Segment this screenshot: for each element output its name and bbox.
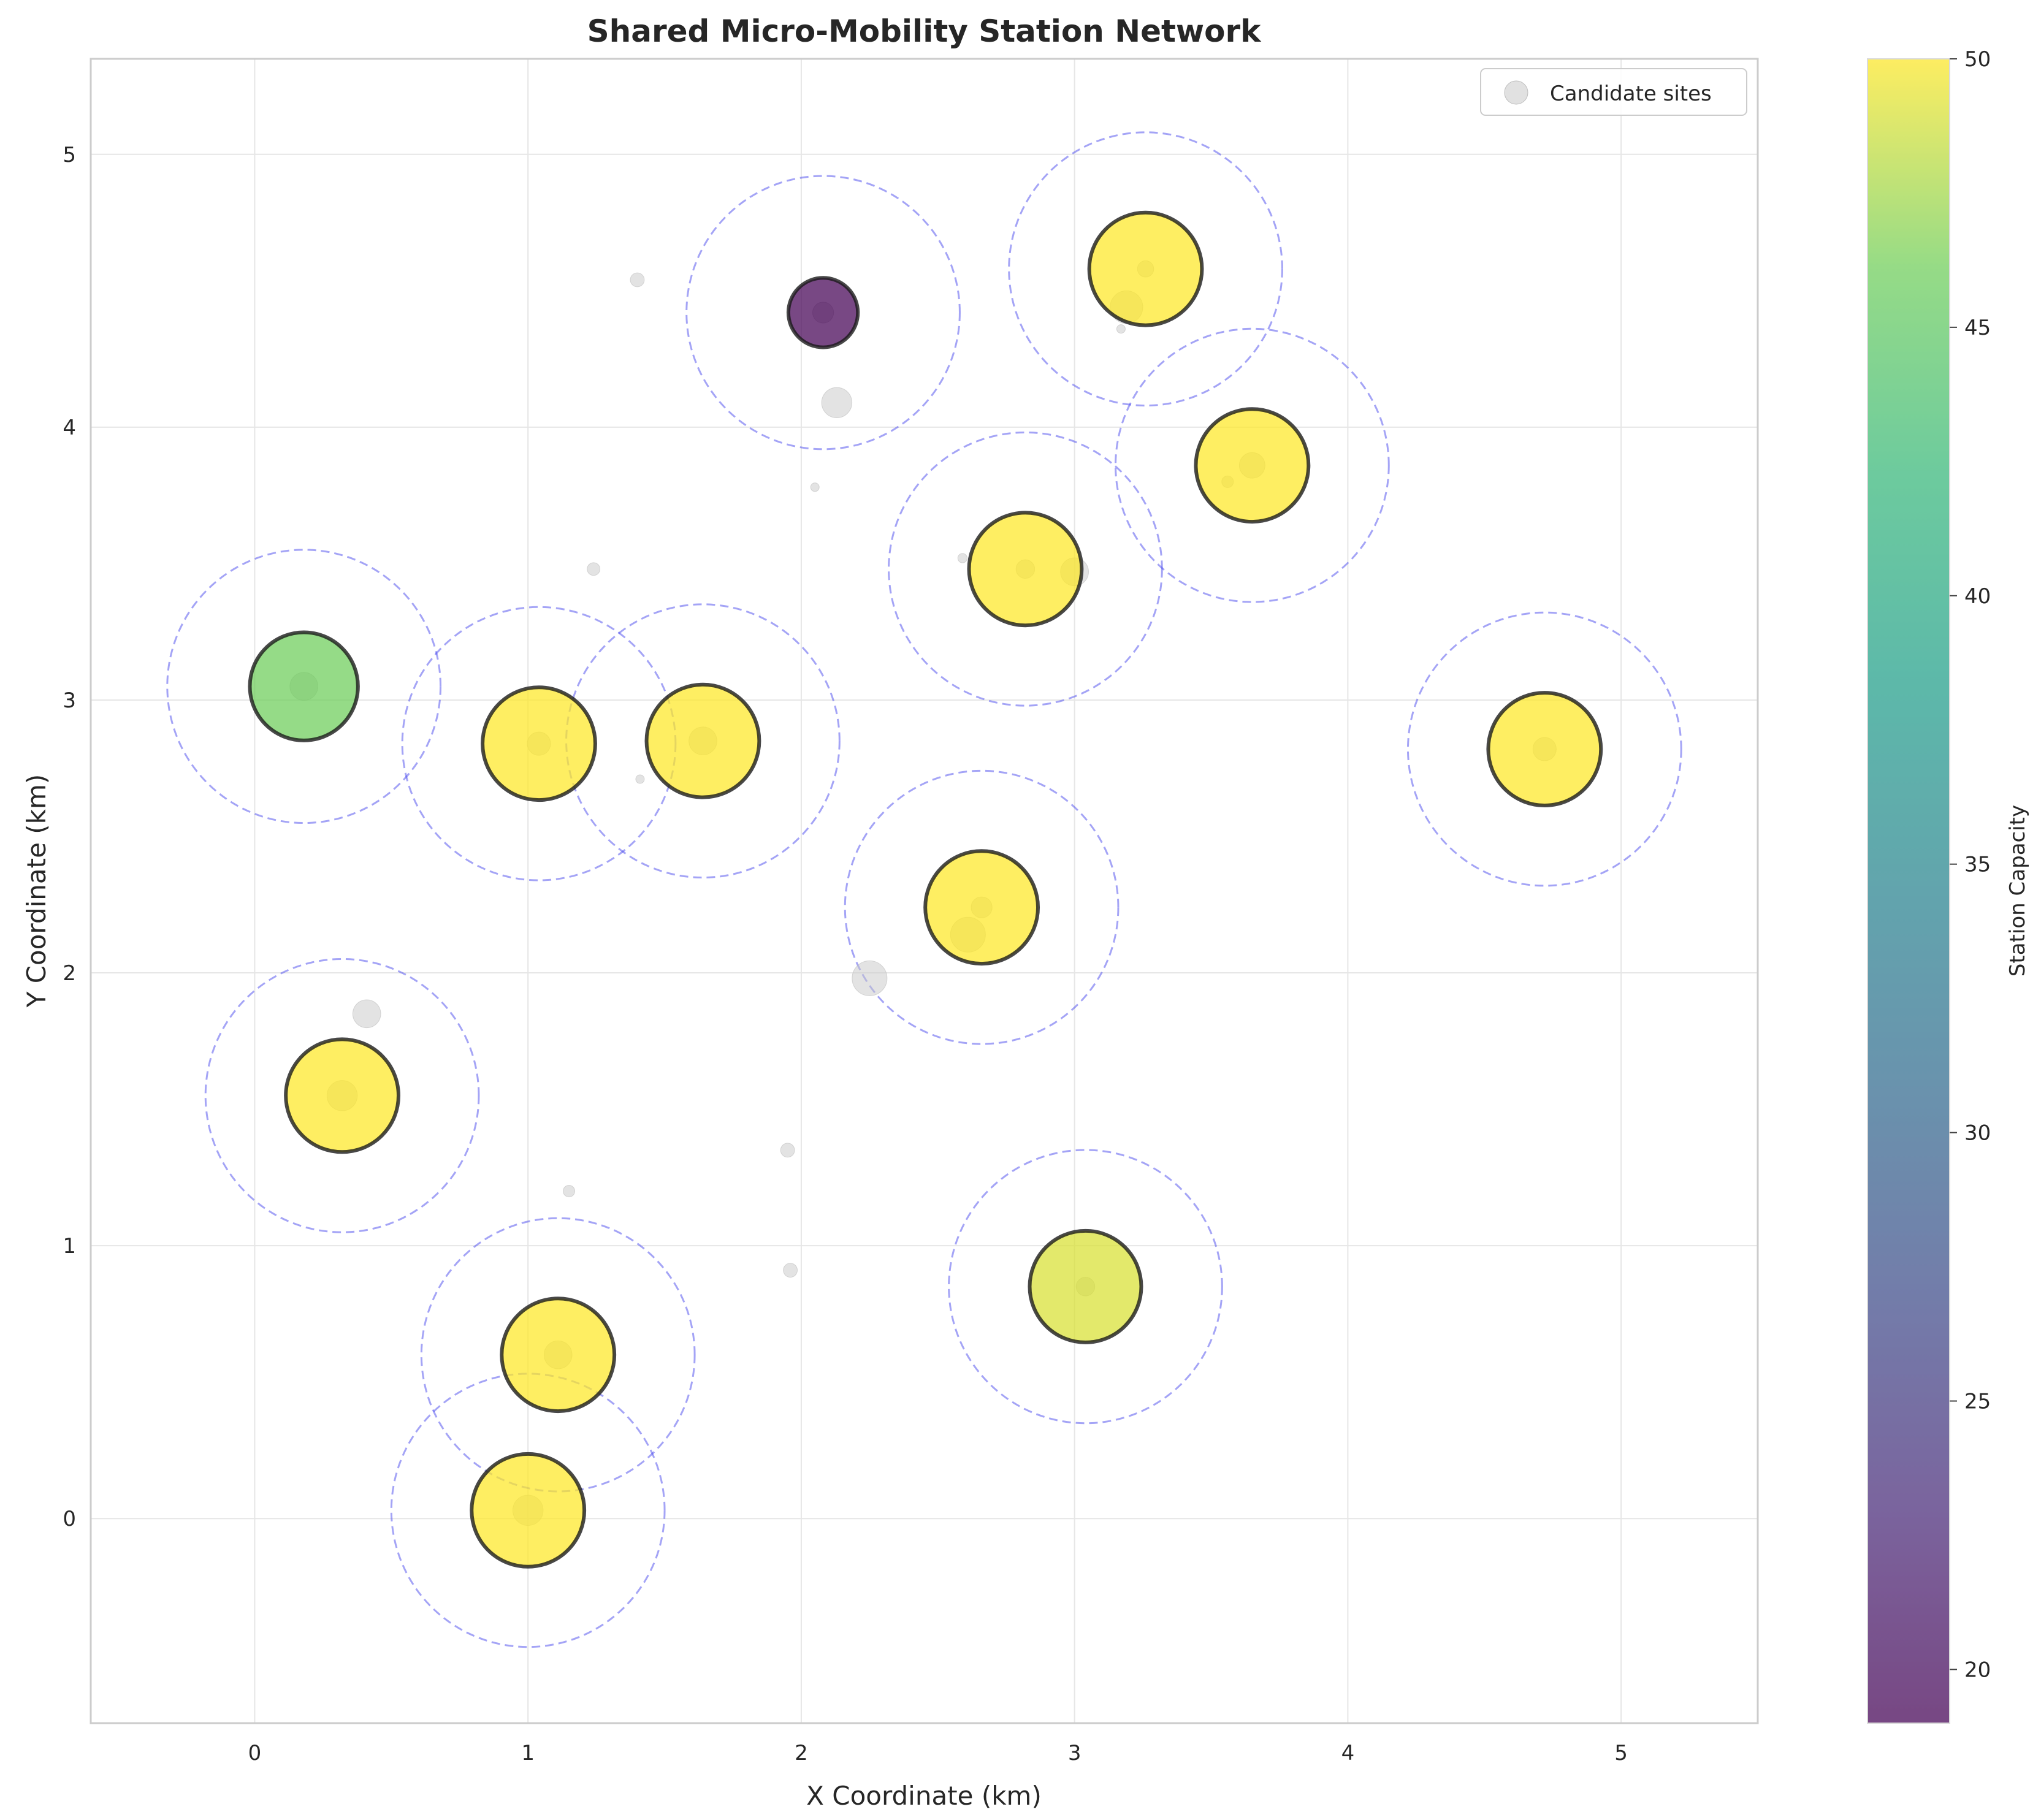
colorbar-tick-label: 50 [1964, 47, 1991, 72]
candidate-site-point [810, 482, 820, 492]
x-axis-label: X Coordinate (km) [806, 1781, 1042, 1811]
station-point [1087, 210, 1204, 327]
station-point [500, 1296, 617, 1414]
candidate-site-point [852, 960, 888, 996]
legend-label-candidate: Candidate sites [1550, 82, 1712, 106]
station-points [248, 210, 1603, 1569]
x-tick-label: 2 [795, 1741, 808, 1765]
legend-box [1480, 68, 1747, 116]
station-point [967, 511, 1084, 628]
x-tick-label: 0 [248, 1741, 262, 1765]
coverage-circle [420, 1217, 696, 1493]
legend-marker-candidate [1504, 80, 1528, 105]
colorbar: 20 25 30 35 40 45 50 Station Capacity [1867, 47, 2030, 1724]
legend: Candidate sites [1480, 68, 1747, 116]
colorbar-tick-label: 45 [1964, 316, 1991, 340]
station-point [470, 1452, 587, 1569]
colorbar-tick-label: 35 [1964, 853, 1991, 877]
station-point [481, 685, 597, 802]
candidate-site-point [821, 387, 853, 419]
coverage-circle [888, 431, 1163, 707]
y-tick-label: 4 [63, 416, 76, 440]
colorbar-tick-label: 30 [1964, 1121, 1991, 1146]
coverage-circle [1115, 327, 1390, 603]
y-tick-label: 2 [63, 961, 76, 986]
candidate-site-point [352, 999, 381, 1029]
coverage-circle [948, 1149, 1223, 1425]
candidate-site-point [1116, 324, 1126, 334]
coverage-circle [390, 1373, 666, 1648]
chart-title: Shared Micro-Mobility Station Network [587, 13, 1262, 49]
station-point [923, 849, 1040, 966]
x-tick-label: 5 [1614, 1741, 1628, 1765]
coverage-circle [204, 958, 480, 1233]
plot-area [91, 59, 1758, 1723]
coverage-circle [844, 769, 1120, 1045]
colorbar-gradient [1867, 58, 1950, 1724]
coverage-circle [166, 549, 442, 824]
station-point [644, 682, 761, 799]
coverage-circle [685, 175, 961, 451]
candidate-site-point [587, 562, 601, 576]
station-point [1028, 1228, 1143, 1344]
x-tick-label: 1 [521, 1741, 535, 1765]
station-point [786, 276, 860, 349]
candidate-site-point [563, 1185, 576, 1198]
candidate-site-point [630, 272, 645, 287]
station-point [284, 1037, 401, 1154]
x-tick-label: 4 [1341, 1741, 1355, 1765]
coverage-circle [565, 603, 841, 879]
candidate-site-point [635, 774, 645, 784]
colorbar-ticks: 20 25 30 35 40 45 50 [1950, 47, 1991, 1682]
y-axis-ticks: 0 1 2 3 4 5 [63, 143, 76, 1531]
y-tick-label: 5 [63, 143, 76, 167]
x-axis-ticks: 0 1 2 3 4 5 [248, 1741, 1628, 1765]
y-tick-label: 1 [63, 1234, 76, 1258]
coverage-circle [1008, 131, 1283, 407]
colorbar-tick-label: 25 [1964, 1390, 1991, 1414]
colorbar-label: Station Capacity [2005, 805, 2030, 977]
coverage-circle [1406, 611, 1682, 887]
x-tick-label: 3 [1068, 1741, 1082, 1765]
plot-frame [90, 58, 1759, 1724]
candidate-site-point [783, 1263, 798, 1278]
colorbar-tick-label: 20 [1964, 1658, 1991, 1682]
station-point [1486, 691, 1603, 807]
colorbar-tick-label: 40 [1964, 584, 1991, 609]
station-point [248, 630, 360, 742]
y-axis-label: Y Coordinate (km) [21, 774, 52, 1008]
candidate-site-point [957, 553, 968, 563]
y-tick-label: 3 [63, 688, 76, 713]
station-point [1194, 407, 1311, 524]
y-tick-label: 0 [63, 1507, 76, 1531]
candidate-site-point [780, 1143, 795, 1158]
